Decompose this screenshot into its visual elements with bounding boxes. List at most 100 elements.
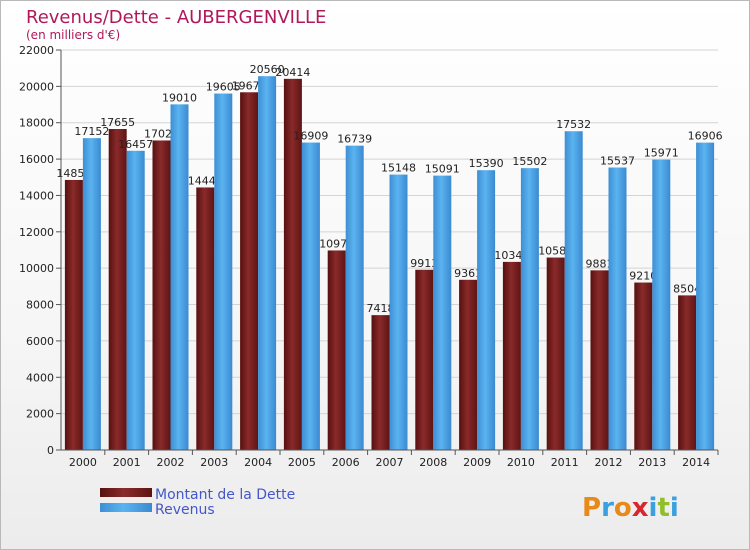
x-tick-label: 2004 (244, 456, 272, 469)
x-tick-label: 2014 (682, 456, 710, 469)
y-tick-label: 20000 (19, 80, 54, 93)
x-tick-label: 2003 (200, 456, 228, 469)
bar-dette (196, 187, 215, 451)
data-label: 17152 (74, 125, 109, 138)
y-tick-label: 8000 (26, 299, 54, 312)
legend-swatch-debt (100, 488, 152, 497)
x-tick-label: 2001 (113, 456, 141, 469)
x-tick-label: 2008 (419, 456, 447, 469)
bar-dette (240, 92, 259, 450)
legend-label-revenus: Revenus (155, 502, 215, 518)
y-tick-label: 10000 (19, 262, 54, 275)
logo-letter: i (670, 493, 679, 523)
data-label: 15390 (469, 157, 504, 170)
bar-revenus (258, 76, 277, 450)
bar-dette (415, 269, 434, 450)
data-label: 10346 (494, 249, 529, 262)
proxiti-logo: Proxiti (582, 493, 679, 523)
y-tick-label: 2000 (26, 408, 54, 421)
x-tick-label: 2010 (507, 456, 535, 469)
logo-letter: P (582, 493, 601, 523)
y-tick-label: 14000 (19, 189, 54, 202)
bar-revenus (433, 175, 452, 451)
x-tick-label: 2011 (551, 456, 579, 469)
data-label: 16906 (688, 130, 723, 143)
legend-label-debt: Montant de la Dette (155, 487, 295, 503)
logo-letter: x (632, 493, 649, 523)
y-tick-label: 4000 (26, 371, 54, 384)
data-label: 14440 (188, 174, 223, 187)
bar-revenus (301, 142, 320, 450)
data-label: 19605 (206, 81, 241, 94)
legend: Montant de la Dette Revenus (100, 487, 295, 518)
data-label: 9881 (586, 257, 614, 270)
logo-letter: r (601, 493, 614, 523)
bar-dette (634, 282, 653, 450)
y-tick-label: 6000 (26, 335, 54, 348)
data-label: 8504 (673, 282, 701, 295)
data-label: 15537 (600, 155, 635, 168)
data-label: 10585 (538, 245, 573, 258)
data-label: 17024 (144, 127, 179, 140)
bar-revenus (126, 150, 145, 451)
data-label: 14853 (56, 167, 91, 180)
data-label: 7418 (367, 302, 395, 315)
bar-dette (371, 315, 390, 450)
bar-revenus (564, 131, 583, 450)
bar-revenus (389, 174, 408, 450)
bar-revenus (652, 159, 671, 451)
data-label: 9913 (410, 257, 438, 270)
x-tick-label: 2005 (288, 456, 316, 469)
bar-dette (546, 257, 565, 450)
data-label: 16739 (337, 133, 372, 146)
y-tick-label: 0 (47, 444, 54, 457)
data-label: 16909 (293, 130, 328, 143)
bar-dette (283, 78, 302, 450)
bar-revenus (345, 145, 364, 450)
y-tick-label: 16000 (19, 153, 54, 166)
data-label: 20414 (275, 66, 310, 79)
data-label: 17655 (100, 116, 135, 129)
bar-revenus (82, 138, 101, 451)
data-label: 16457 (118, 138, 153, 151)
y-tick-label: 22000 (19, 44, 54, 57)
x-tick-label: 2007 (376, 456, 404, 469)
data-label: 15502 (512, 155, 547, 168)
x-tick-label: 2000 (69, 456, 97, 469)
bar-dette (327, 250, 346, 450)
bar-dette (152, 140, 171, 451)
logo-letter: o (614, 493, 632, 523)
data-label: 15091 (425, 163, 460, 176)
bar-dette (590, 270, 609, 450)
legend-swatch-revenus (100, 503, 152, 512)
data-label: 19010 (162, 91, 197, 104)
x-tick-label: 2009 (463, 456, 491, 469)
x-tick-label: 2013 (638, 456, 666, 469)
logo-letter: t (657, 493, 669, 523)
bar-revenus (170, 104, 189, 450)
bar-dette (108, 129, 127, 450)
bar-revenus (477, 170, 496, 450)
data-label: 9361 (454, 267, 482, 280)
bar-revenus (696, 142, 715, 451)
logo-letter: i (649, 493, 658, 523)
y-tick-label: 18000 (19, 117, 54, 130)
bar-revenus (608, 167, 627, 450)
bar-revenus (214, 93, 233, 450)
data-label: 10975 (319, 237, 354, 250)
data-label: 17532 (556, 118, 591, 131)
x-tick-label: 2006 (332, 456, 360, 469)
data-label: 15148 (381, 162, 416, 175)
bar-revenus (520, 168, 539, 451)
data-label: 15971 (644, 147, 679, 160)
axes: 0 2000 4000 6000 8000 10000 12000 14000 16000 180… (19, 44, 719, 469)
bar-dette (64, 179, 83, 451)
x-tick-label: 2002 (157, 456, 185, 469)
data-label: 20560 (250, 63, 285, 76)
bar-dette (502, 261, 521, 450)
bar-dette (678, 295, 697, 450)
x-tick-label: 2012 (595, 456, 623, 469)
data-label: 19675 (232, 79, 267, 92)
